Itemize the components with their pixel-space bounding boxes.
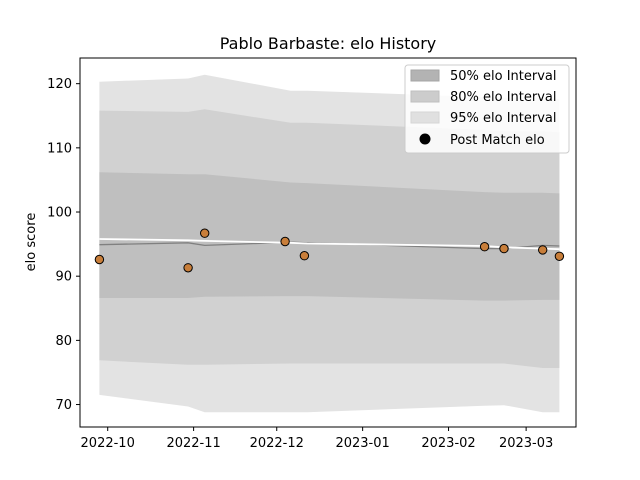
y-tick-label: 120 xyxy=(47,77,72,92)
interval-bands xyxy=(99,74,560,413)
legend-label-post-match: Post Match elo xyxy=(450,133,545,148)
legend-box xyxy=(404,64,570,154)
chart-title: Pablo Barbaste: elo History xyxy=(220,34,437,53)
y-tick-label: 70 xyxy=(55,398,72,413)
post-match-point xyxy=(538,245,548,255)
post-match-point xyxy=(183,263,193,273)
x-tick-label: 2022-12 xyxy=(250,436,304,451)
legend-label-95: 95% elo Interval xyxy=(450,111,557,126)
post-match-point xyxy=(479,242,490,252)
x-tick-label: 2022-10 xyxy=(81,436,135,451)
legend-label-80: 80% elo Interval xyxy=(450,90,557,105)
post-match-point xyxy=(499,243,509,254)
plot-frame xyxy=(79,57,577,428)
post-match-points xyxy=(94,228,565,273)
legend-swatch-80 xyxy=(410,90,440,103)
y-axis-label: elo score xyxy=(24,213,39,272)
post-match-point xyxy=(94,254,105,265)
x-tick-label: 2023-03 xyxy=(499,436,553,451)
y-tick-label: 110 xyxy=(47,141,72,156)
post-match-point xyxy=(299,251,310,261)
x-axis: 2022-10 2022-11 2022-12 2023-01 2023-02 2023-… xyxy=(81,427,553,451)
post-match-point xyxy=(200,228,210,238)
post-match-point xyxy=(280,236,290,247)
post-match-point xyxy=(554,251,565,261)
x-tick-label: 2023-02 xyxy=(421,436,475,451)
band-50 xyxy=(99,172,560,301)
legend-swatch-95 xyxy=(410,111,440,124)
legend-swatch-50 xyxy=(410,69,440,82)
y-tick-label: 80 xyxy=(55,334,72,349)
legend: 50% elo Interval 80% elo Interval 95% el… xyxy=(404,64,570,154)
white-trend-line xyxy=(99,238,560,251)
elo-lines xyxy=(99,238,560,251)
legend-marker-post-match xyxy=(419,133,431,145)
y-tick-label: 90 xyxy=(55,270,72,285)
legend-label-50: 50% elo Interval xyxy=(450,69,557,84)
y-axis: 70 80 90 100 110 120 xyxy=(47,77,80,413)
y-tick-label: 100 xyxy=(47,206,72,221)
x-tick-label: 2023-01 xyxy=(335,436,389,451)
x-tick-label: 2022-11 xyxy=(166,436,220,451)
